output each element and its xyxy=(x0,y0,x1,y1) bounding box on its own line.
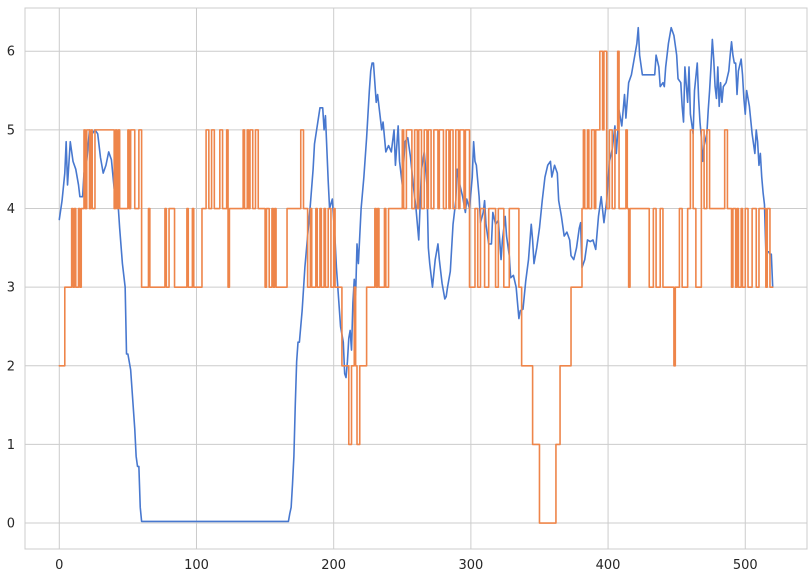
tick-labels: 0 100 200 300 400 500 0 1 2 3 4 5 6 xyxy=(7,45,758,573)
y-tick-label: 5 xyxy=(7,123,15,138)
x-tick-label: 200 xyxy=(321,558,346,573)
x-tick-label: 400 xyxy=(596,558,621,573)
y-tick-label: 6 xyxy=(7,45,15,60)
x-tick-label: 500 xyxy=(733,558,758,573)
y-tick-label: 1 xyxy=(7,438,15,453)
y-tick-label: 3 xyxy=(7,281,15,296)
y-tick-label: 2 xyxy=(7,359,15,374)
y-tick-label: 4 xyxy=(7,202,15,217)
y-tick-label: 0 xyxy=(7,517,15,532)
x-tick-label: 300 xyxy=(458,558,483,573)
x-tick-label: 100 xyxy=(184,558,209,573)
series-line-1 xyxy=(58,26,774,523)
plot-frame xyxy=(24,7,808,550)
series-line-2 xyxy=(58,50,774,524)
x-tick-label: 0 xyxy=(55,558,63,573)
series-lines xyxy=(58,26,774,524)
